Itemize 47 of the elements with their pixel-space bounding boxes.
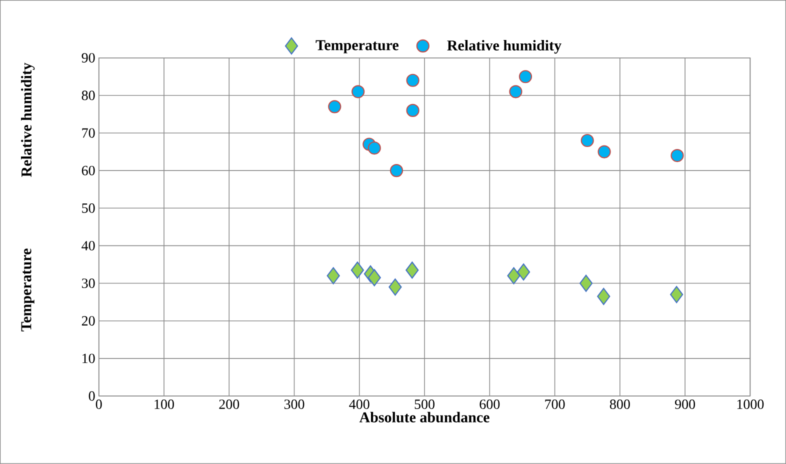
point	[350, 262, 364, 279]
point	[597, 288, 610, 306]
y-tick-label: 20	[82, 316, 95, 326]
y-tick-label: 70	[82, 128, 95, 138]
point	[518, 70, 532, 84]
x-tick-label: 300	[284, 400, 304, 410]
point	[580, 134, 594, 148]
x-tick-label: 500	[414, 400, 434, 410]
x-tick-label: 200	[219, 400, 240, 410]
y-tick-label: 80	[82, 90, 95, 100]
point	[670, 286, 684, 304]
point	[406, 262, 419, 279]
y-tick-label: 60	[82, 166, 95, 176]
point	[368, 142, 381, 155]
point	[598, 145, 611, 158]
point	[406, 104, 420, 118]
point	[326, 267, 340, 284]
legend-label: Temperature	[316, 40, 399, 54]
x-tick-label: 0	[96, 400, 102, 410]
x-axis-title: Absolute abundance	[359, 412, 490, 423]
y-tick-label: 0	[88, 391, 95, 401]
point	[670, 149, 684, 162]
point	[507, 267, 520, 284]
point	[352, 85, 365, 98]
point	[509, 85, 522, 98]
x-tick-label: 900	[675, 400, 696, 410]
point	[406, 74, 420, 88]
y-axis-title: Temperature	[21, 248, 34, 332]
text: Relative humidity	[21, 62, 35, 178]
point	[368, 269, 381, 286]
x-tick-label: 400	[349, 400, 370, 410]
y-tick-label: 10	[82, 354, 95, 364]
y-tick-label: 90	[82, 53, 95, 63]
x-tick-label: 100	[154, 400, 174, 410]
y-tick-label: 40	[82, 241, 95, 251]
point	[579, 274, 593, 292]
point	[516, 264, 530, 281]
y-tick-label: 50	[82, 203, 95, 213]
x-tick-label: 600	[480, 400, 500, 410]
point	[390, 164, 404, 178]
y-tick-label: 30	[82, 278, 95, 288]
point	[388, 278, 402, 296]
x-tick-label: 800	[610, 400, 630, 410]
legend-label: Relative humidity	[447, 40, 562, 54]
x-tick-label: 1000	[737, 400, 764, 410]
point	[328, 100, 342, 114]
x-tick-label: 700	[545, 400, 565, 410]
